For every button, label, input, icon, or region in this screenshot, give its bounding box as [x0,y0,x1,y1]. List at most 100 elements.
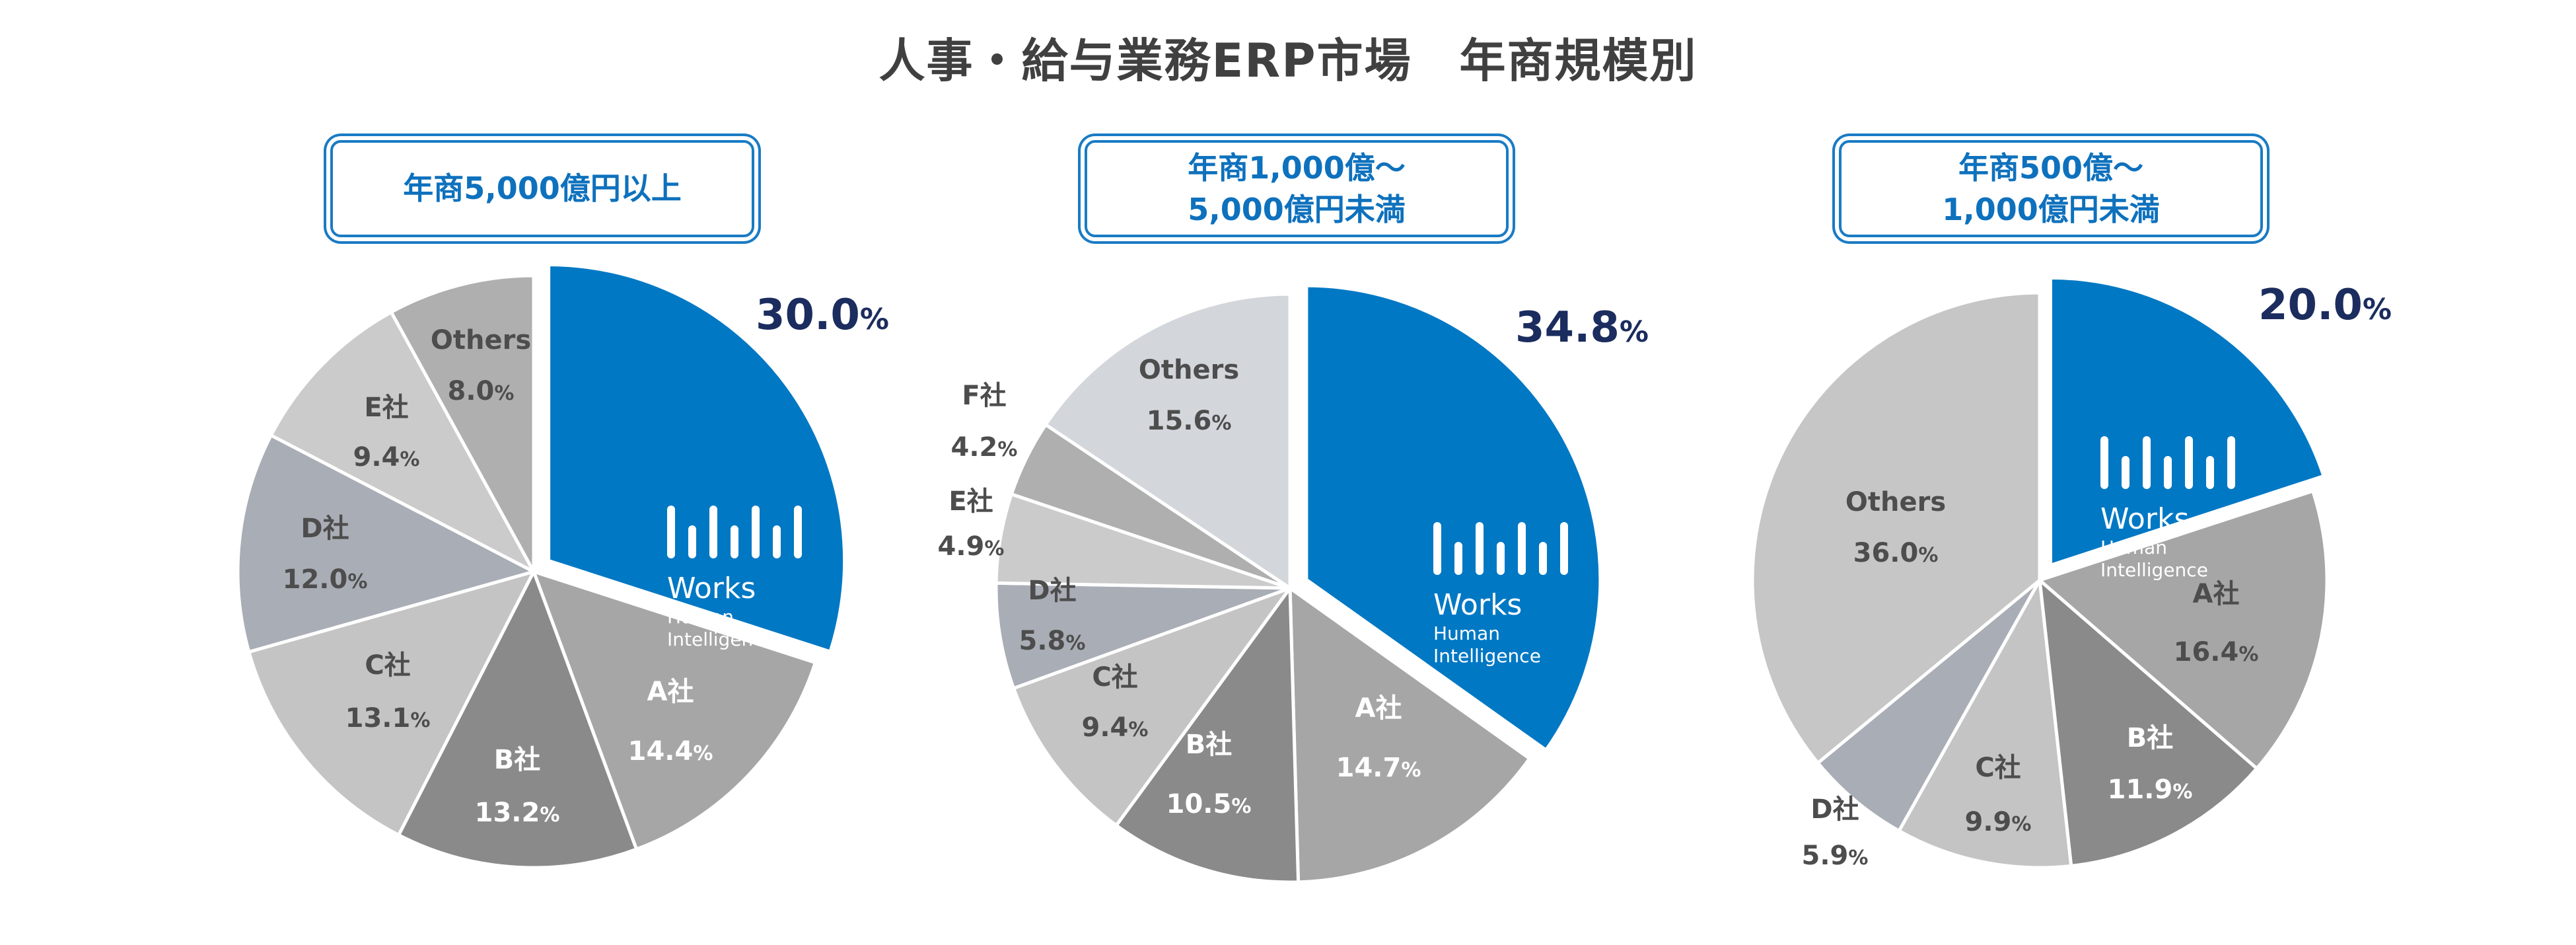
logo-wordmark: Works [2100,502,2189,536]
pie-chart-1: 30.0% A社 14.4% B社 13.2% C社 13.1% D社 12.0% E社 9.4% O… [236,263,889,870]
logo-line-intelligence: Intelligence [2100,559,2208,581]
logo-line-human: Human [667,606,734,628]
logo-bar-7 [794,506,802,558]
pie-slice-3-4 [1897,578,2073,870]
slice-percent-label: 15.6% [1147,406,1232,436]
logo-bar-2 [1454,542,1462,575]
slice-percent-label: 14.7% [1336,753,1421,783]
logo-bar-4 [2164,456,2172,489]
slice-percent-label: 14.4% [628,736,713,767]
logo-bar-5 [1518,522,1526,575]
logo-bar-5 [752,506,760,558]
slice-percent-label: 9.9% [1965,807,2032,837]
highlight-percent-label: 34.8% [1515,303,1649,352]
logo-bar-4 [731,525,738,558]
logo-bar-2 [688,525,696,558]
logo-line-human: Human [1433,623,1500,644]
logo-wordmark: Works [667,572,756,605]
slice-name-label: A社 [1355,693,1402,724]
slice-name-label: D社 [1028,576,1076,606]
logo-bar-2 [2122,456,2129,489]
logo-bar-5 [2185,436,2193,489]
pie-slice-1-6 [269,310,536,574]
pie-slice-2-3 [1114,586,1301,884]
pie-slice-1-3 [397,570,639,870]
slice-name-label: Others [431,325,531,356]
slice-percent-label: 36.0% [1853,538,1939,568]
category-box-500-1000oku: 年商500億～ 1,000億円未満 [1839,140,2263,237]
slice-percent-label: 13.2% [475,798,560,828]
slice-name-label: E社 [948,486,993,517]
slice-name-label: A社 [647,677,694,707]
slice-percent-label: 4.2% [951,432,1018,463]
logo-bar-1 [2100,436,2108,489]
category-label-2b: 5,000億円未満 [1188,191,1406,227]
pie-slice-2-2 [1288,586,1532,884]
slice-percent-label: 13.1% [345,703,431,734]
pie-slice-1-1 [547,263,847,654]
slice-name-label: B社 [2127,723,2174,753]
pie-slice-3-5 [1816,578,2042,833]
slice-name-label: F社 [962,381,1006,411]
slice-percent-label: 9.4% [1082,712,1149,743]
category-label-1: 年商5,000億円以上 [403,170,682,207]
slice-name-label: C社 [365,650,410,681]
category-label-3a: 年商500億～ [1958,150,2144,186]
pie-slice-3-3 [2038,578,2259,868]
slice-name-label: Others [1845,487,1946,517]
slice-name-label: C社 [1092,662,1137,693]
pie-slice-3-1 [2048,276,2326,567]
slice-percent-label: 16.4% [2174,637,2259,667]
logo-bar-4 [1497,542,1505,575]
pie-chart-2: 34.8% A社 14.7% B社 10.5% C社 9.4% D社 5.8% E社 4.9% F社 4… [938,284,1649,884]
logo-line-intelligence: Intelligence [1433,645,1541,667]
slice-percent-label: 11.9% [2108,775,2193,805]
slice-percent-label: 5.9% [1802,841,1869,871]
pie-slice-3-2 [2038,489,2329,771]
pie-chart-3: 20.0% A社 16.4% B社 11.9% C社 9.9% D社 5.9% Others 36.… [1750,276,2392,871]
logo-bar-3 [2143,436,2151,489]
category-box-1000-5000oku: 年商1,000億～ 5,000億円未満 [1085,140,1509,237]
pie-slice-2-1 [1305,284,1602,752]
slice-percent-label: 10.5% [1166,789,1252,819]
logo-line-human: Human [2100,537,2167,558]
logo-bar-3 [709,506,717,558]
logo-bar-7 [2227,436,2235,489]
slice-name-label: D社 [301,513,349,544]
highlight-percent-label: 30.0% [756,291,889,340]
category-label-3b: 1,000億円未満 [1942,191,2160,227]
pie-slice-2-8 [1044,292,1292,590]
pie-slice-1-7 [389,274,536,574]
logo-bar-7 [1560,522,1568,575]
slice-percent-label: 4.9% [938,531,1005,562]
logo-bar-6 [2206,456,2214,489]
pie-slice-3-6 [1750,291,2042,765]
slice-percent-label: 12.0% [283,564,368,595]
page-title: 人事・給与業務ERP市場 年商規模別 [878,34,1698,88]
slice-name-label: B社 [494,745,541,775]
slice-name-label: D社 [1810,794,1859,825]
logo-line-intelligence: Intelligence [667,628,775,650]
highlight-percent-label: 20.0% [2258,281,2392,330]
pie-slice-1-2 [532,570,817,851]
pie-slice-1-4 [247,570,536,837]
pie-slice-2-5 [994,581,1292,691]
pie-slice-1-5 [236,434,536,654]
logo-wordmark: Works [1433,588,1522,622]
slice-percent-label: 9.4% [353,442,420,472]
slice-name-label: A社 [2193,579,2240,609]
logo-bar-6 [773,525,781,558]
slice-name-label: Others [1139,355,1239,385]
logo-bar-1 [1433,522,1441,575]
slice-name-label: E社 [364,393,408,423]
category-box-5000oku: 年商5,000億円以上 [330,140,754,237]
logo-bar-6 [1539,542,1547,575]
category-label-2a: 年商1,000億～ [1188,150,1406,186]
slice-percent-label: 5.8% [1019,626,1086,656]
pie-slice-2-4 [1012,586,1292,827]
slice-name-label: B社 [1186,730,1233,760]
